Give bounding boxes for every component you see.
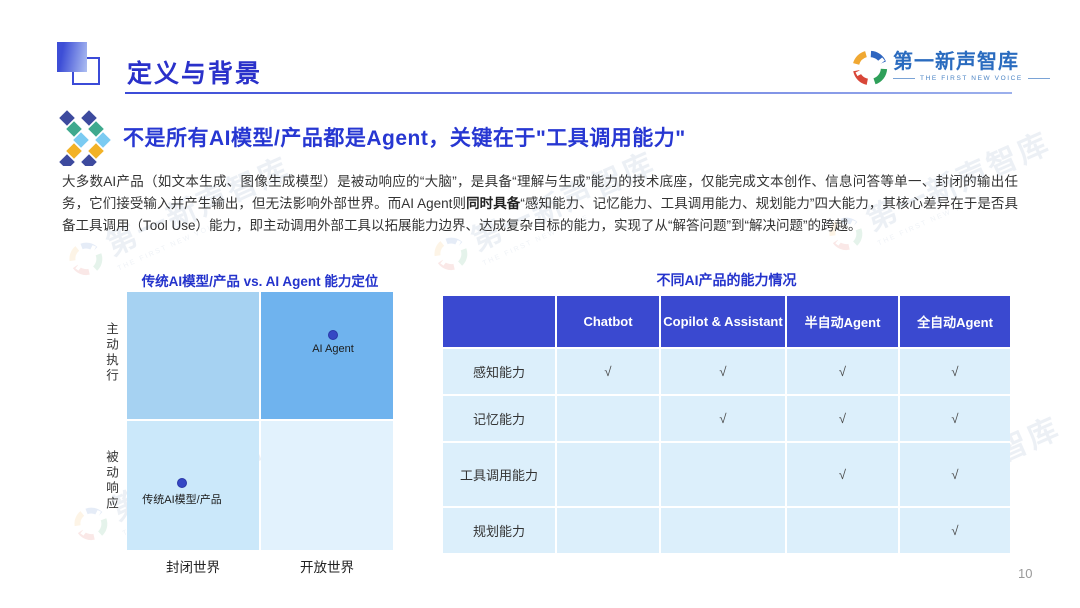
table-cell	[557, 443, 659, 506]
page-number: 10	[1018, 566, 1033, 581]
paragraph-part2: “感知能力、记忆能力、工具调用能力、规划能力”四大能力，其核心差异在于是否具备工…	[62, 196, 1019, 233]
x-axis-label-left: 封闭世界	[166, 560, 220, 575]
row-label-memory: 记忆能力	[443, 396, 555, 441]
table-cell	[557, 396, 659, 441]
quadrant-top-left	[127, 292, 259, 419]
scatter-point-traditional	[177, 478, 187, 488]
brand-logo: 第一新声智库 THE FIRST NEW VOICE	[852, 50, 1050, 86]
table-cell: √	[787, 349, 898, 394]
quadrant-chart: AI Agent 传统AI模型/产品	[127, 292, 393, 550]
logo-tagline: THE FIRST NEW VOICE	[893, 75, 1050, 82]
table-cell	[557, 508, 659, 553]
table-cell: √	[787, 396, 898, 441]
quadrant-top-right	[261, 292, 393, 419]
quadrant-bottom-left	[127, 421, 259, 550]
scatter-point-label: 传统AI模型/产品	[142, 494, 222, 506]
x-axis-label-right: 开放世界	[300, 560, 354, 575]
table-cell: √	[900, 508, 1010, 553]
body-paragraph: 大多数AI产品（如文本生成、图像生成模型）是被动响应的“大脑”，是具备“理解与生…	[62, 171, 1018, 237]
title-squares-icon	[57, 42, 105, 90]
quadrant-chart-title: 传统AI模型/产品 vs. AI Agent 能力定位	[141, 274, 379, 289]
table-cell: √	[900, 349, 1010, 394]
diamond-chevron-icon	[59, 110, 111, 166]
table-cell: √	[557, 349, 659, 394]
scatter-point-label: AI Agent	[312, 343, 354, 355]
table-cell: √	[900, 396, 1010, 441]
paragraph-bold: 同时具备	[466, 196, 521, 211]
table-cell	[661, 508, 785, 553]
table-header-copilot: Copilot & Assistant	[661, 296, 785, 347]
y-axis-label-bottom: 被动响应	[104, 450, 118, 512]
y-axis-label-top: 主动执行	[104, 322, 118, 384]
table-header-semi-auto-agent: 半自动Agent	[787, 296, 898, 347]
logo-swirl-icon	[63, 236, 108, 281]
table-cell	[661, 443, 785, 506]
table-title: 不同AI产品的能力情况	[656, 272, 797, 288]
row-label-tool-use: 工具调用能力	[443, 443, 555, 506]
table-header-cell	[443, 296, 555, 347]
title-underline	[125, 92, 1012, 94]
table-cell	[787, 508, 898, 553]
section-heading: 不是所有AI模型/产品都是Agent，关键在于"工具调用能力"	[123, 127, 686, 150]
table-header-chatbot: Chatbot	[557, 296, 659, 347]
quadrant-bottom-right	[261, 421, 393, 550]
table-header-full-auto-agent: 全自动Agent	[900, 296, 1010, 347]
row-label-planning: 规划能力	[443, 508, 555, 553]
logo-name: 第一新声智库	[893, 51, 1019, 73]
table-cell: √	[661, 396, 785, 441]
scatter-point-ai-agent	[328, 330, 338, 340]
paragraph-part1: 大多数AI产品（如文本生成、图像生成模型）是被动响应的“大脑”，是具备“理解与生…	[62, 174, 1018, 211]
table-cell: √	[661, 349, 785, 394]
logo-swirl-icon	[852, 50, 888, 86]
row-label-perception: 感知能力	[443, 349, 555, 394]
table-cell: √	[787, 443, 898, 506]
capability-table: Chatbot Copilot & Assistant 半自动Agent 全自动…	[443, 296, 1010, 553]
table-cell: √	[900, 443, 1010, 506]
page-title: 定义与背景	[127, 60, 263, 88]
